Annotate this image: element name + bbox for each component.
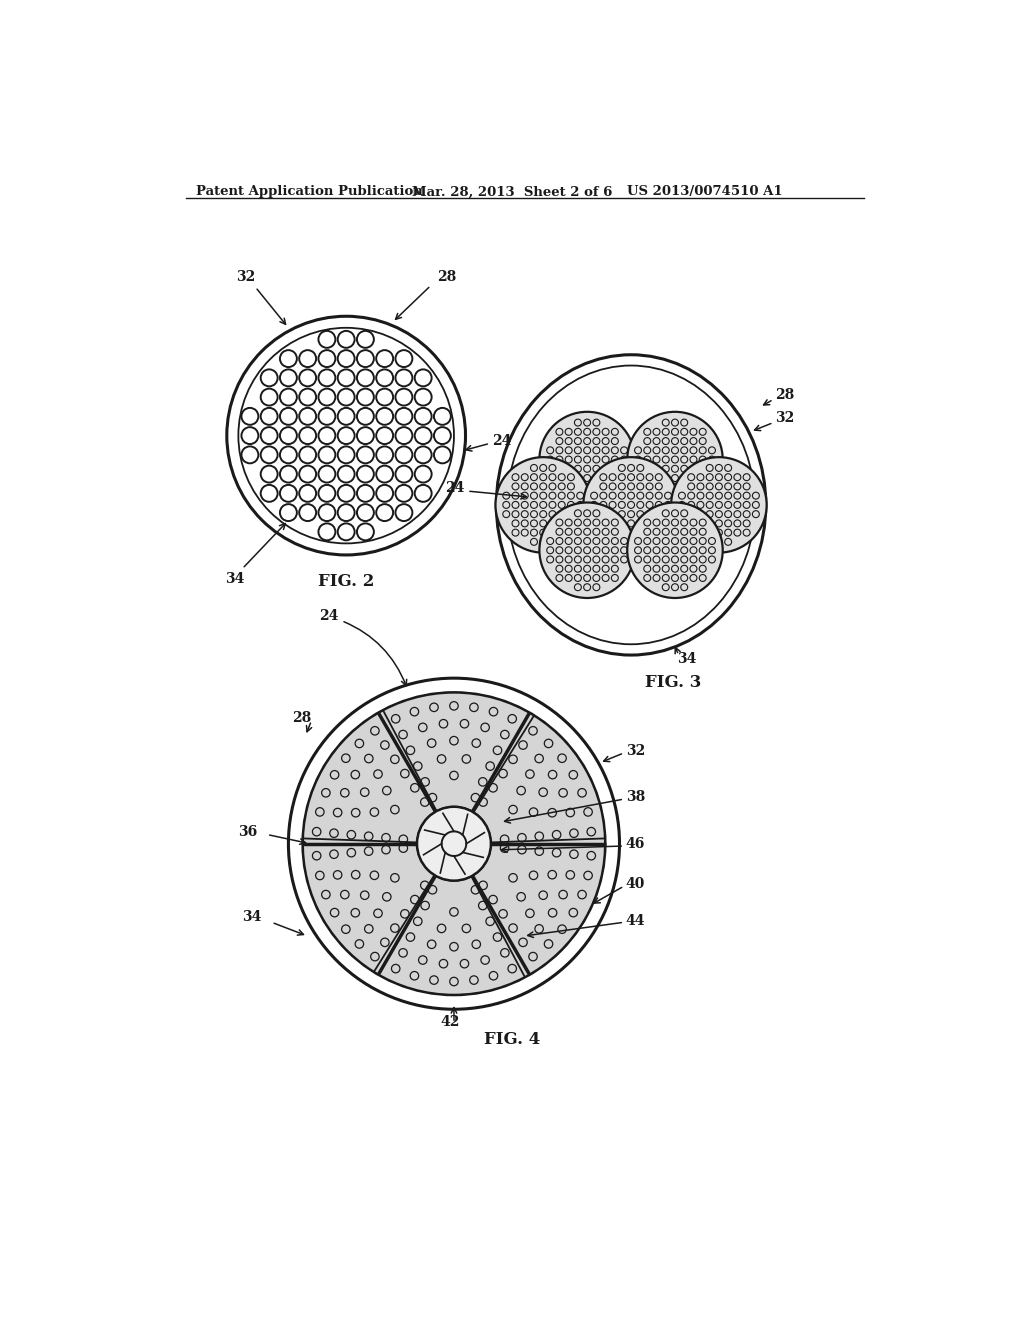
- Text: 36: 36: [239, 825, 258, 840]
- Text: FIG. 3: FIG. 3: [645, 675, 701, 692]
- Text: Mar. 28, 2013  Sheet 2 of 6: Mar. 28, 2013 Sheet 2 of 6: [412, 185, 612, 198]
- Text: 24: 24: [444, 480, 464, 495]
- Wedge shape: [374, 875, 534, 995]
- Circle shape: [496, 457, 591, 553]
- Wedge shape: [471, 710, 605, 849]
- Text: 24: 24: [319, 610, 407, 685]
- Text: 32: 32: [626, 744, 645, 758]
- Wedge shape: [374, 693, 534, 812]
- Text: 34: 34: [242, 909, 261, 924]
- Text: US 2013/0074510 A1: US 2013/0074510 A1: [628, 185, 782, 198]
- Text: 34: 34: [677, 652, 696, 665]
- Text: 28: 28: [437, 269, 457, 284]
- Text: 38: 38: [626, 791, 645, 804]
- Text: 46: 46: [626, 837, 645, 850]
- Text: FIG. 4: FIG. 4: [483, 1031, 540, 1048]
- Circle shape: [540, 412, 635, 507]
- Wedge shape: [303, 710, 436, 849]
- Circle shape: [628, 503, 723, 598]
- Text: FIG. 2: FIG. 2: [318, 573, 375, 590]
- Wedge shape: [471, 838, 605, 977]
- Circle shape: [417, 807, 490, 880]
- Text: 32: 32: [775, 411, 795, 425]
- Text: Patent Application Publication: Patent Application Publication: [196, 185, 423, 198]
- Wedge shape: [303, 838, 436, 977]
- Text: 34: 34: [225, 572, 244, 586]
- Text: 28: 28: [775, 388, 795, 401]
- Circle shape: [671, 457, 767, 553]
- Circle shape: [628, 412, 723, 507]
- Circle shape: [584, 457, 679, 553]
- Text: 32: 32: [237, 269, 256, 284]
- Text: 24: 24: [493, 434, 512, 447]
- Text: 42: 42: [440, 1015, 460, 1030]
- Circle shape: [540, 503, 635, 598]
- Text: 44: 44: [626, 913, 645, 928]
- Text: 28: 28: [292, 711, 311, 725]
- Text: 40: 40: [626, 878, 645, 891]
